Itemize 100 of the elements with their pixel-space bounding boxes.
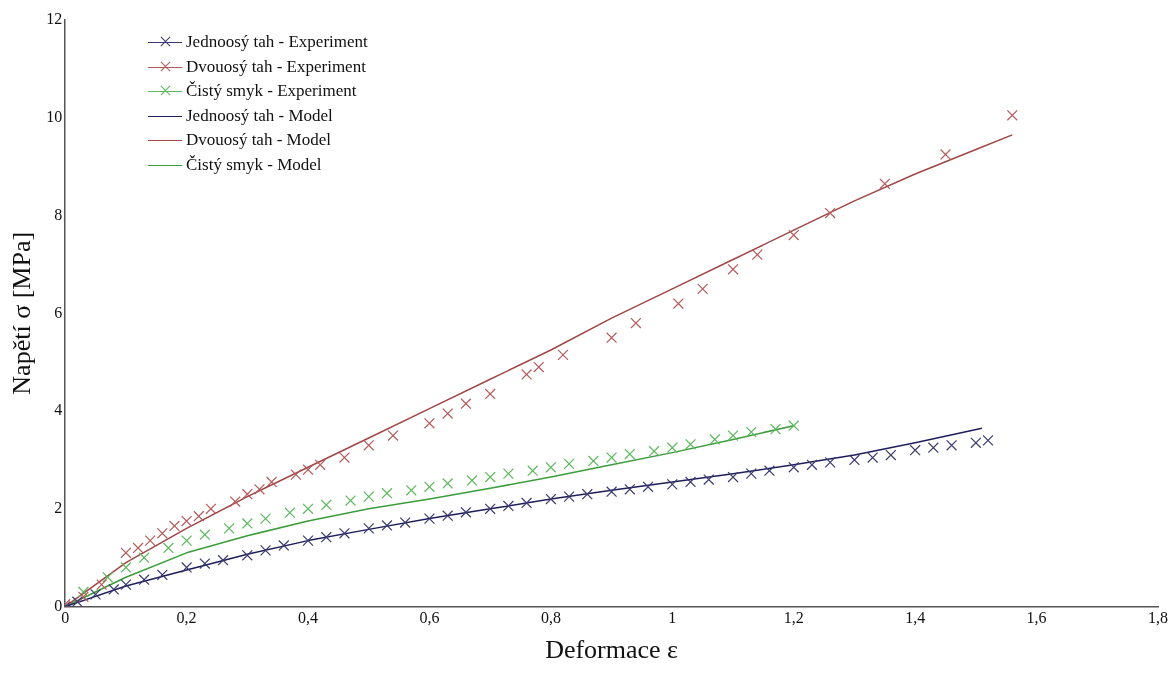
- point: [666, 478, 678, 490]
- x-axis-title: Deformace ε: [545, 635, 679, 665]
- point: [557, 349, 569, 361]
- point: [769, 423, 782, 435]
- y-axis-title: Napětí σ [MPa]: [7, 231, 37, 395]
- point: [260, 513, 272, 525]
- point: [666, 442, 678, 454]
- point: [96, 579, 108, 591]
- point: [885, 449, 897, 461]
- point: [193, 510, 205, 522]
- legend-label: Jednoosý tah - Model: [186, 104, 333, 127]
- point: [120, 579, 132, 591]
- point: [727, 429, 739, 442]
- point: [344, 494, 357, 507]
- point: [363, 522, 375, 534]
- point: [672, 297, 684, 310]
- point: [405, 484, 417, 496]
- point: [788, 229, 800, 241]
- point: [278, 539, 290, 552]
- point: [630, 317, 642, 329]
- point: [241, 517, 253, 530]
- point: [253, 483, 266, 495]
- point: [563, 458, 575, 470]
- point: [460, 398, 472, 410]
- x-tick-label: 1: [668, 609, 677, 627]
- x-tick-label: 0,2: [176, 609, 197, 627]
- point: [533, 361, 545, 373]
- point: [108, 583, 120, 596]
- point: [120, 547, 132, 559]
- point: [867, 451, 879, 464]
- point: [484, 471, 496, 483]
- point: [138, 574, 150, 586]
- point: [144, 535, 156, 547]
- point: [423, 513, 436, 525]
- legend-label: Dvouosý tah - Model: [186, 129, 331, 151]
- point: [363, 439, 375, 451]
- point: [442, 510, 454, 522]
- point: [181, 561, 193, 574]
- point: [223, 522, 235, 534]
- point: [290, 469, 302, 481]
- point: [703, 473, 715, 486]
- point: [587, 455, 599, 467]
- point: [527, 465, 539, 477]
- point: [763, 465, 775, 477]
- point: [302, 464, 314, 476]
- point: [338, 527, 351, 539]
- point: [387, 429, 399, 442]
- point: [381, 487, 393, 499]
- point: [581, 488, 593, 500]
- point: [363, 491, 375, 503]
- point: [545, 461, 557, 473]
- y-tick-label: 12: [46, 10, 63, 28]
- point: [71, 596, 83, 607]
- point: [181, 535, 193, 547]
- x-tick-label: 1,2: [783, 609, 804, 627]
- legend-label: Čistý smyk - Model: [186, 153, 322, 176]
- point: [879, 178, 891, 190]
- x-tick-label: 0,6: [419, 609, 440, 627]
- point: [241, 488, 253, 500]
- point: [302, 535, 314, 547]
- point: [909, 444, 921, 456]
- point: [824, 456, 836, 468]
- point: [848, 454, 860, 466]
- point: [260, 544, 272, 556]
- point: [442, 477, 454, 489]
- point: [484, 503, 496, 515]
- legend-label: Jednoosý tah - Experiment: [186, 31, 368, 53]
- point: [606, 451, 618, 464]
- point: [806, 459, 818, 471]
- point: [229, 495, 241, 508]
- point: [606, 332, 618, 344]
- legend-label: Dvouosý tah - Experiment: [186, 55, 366, 78]
- point: [338, 451, 351, 464]
- point: [684, 476, 697, 488]
- point: [77, 591, 89, 603]
- point: [423, 417, 436, 429]
- x-tick-label: 0,8: [540, 609, 561, 627]
- point: [745, 468, 757, 480]
- point: [939, 148, 952, 160]
- point: [156, 527, 168, 539]
- point: [241, 549, 253, 561]
- point: [90, 588, 102, 600]
- point: [521, 368, 533, 380]
- point: [314, 459, 326, 471]
- point: [466, 474, 478, 487]
- x-tick-label: 1,6: [1026, 609, 1047, 627]
- point: [181, 515, 193, 527]
- point: [563, 491, 575, 503]
- point: [624, 448, 636, 460]
- legend-label: Čistý smyk - Experiment: [186, 80, 357, 102]
- point: [217, 554, 229, 566]
- y-tick-label: 4: [54, 401, 63, 419]
- point: [751, 249, 763, 261]
- point: [320, 531, 332, 543]
- x-tick-label: 1,8: [1148, 609, 1168, 627]
- point: [460, 506, 472, 518]
- y-tick-label: 0: [54, 596, 63, 614]
- point: [502, 468, 514, 480]
- point: [266, 476, 278, 488]
- point: [77, 586, 89, 598]
